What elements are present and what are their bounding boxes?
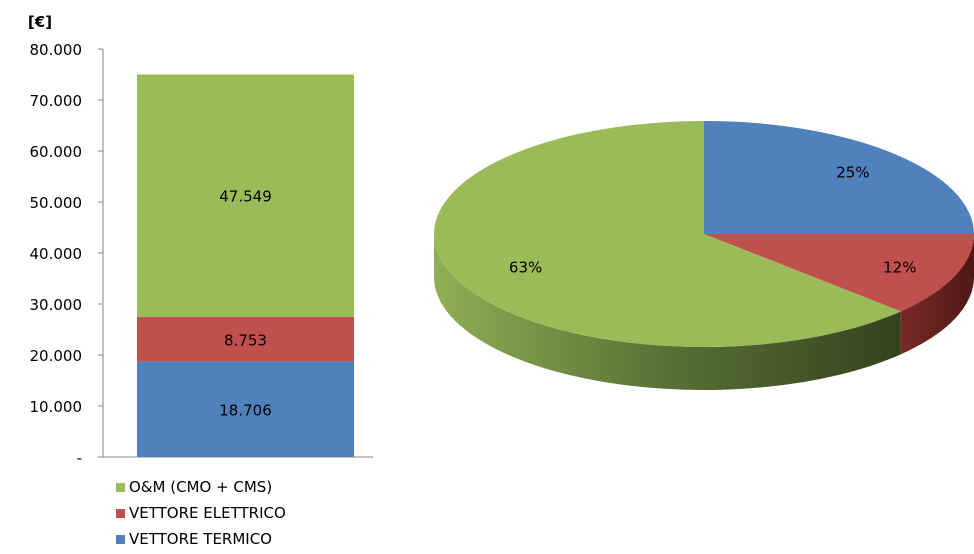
y-tick-label: 50.000 [30, 194, 83, 212]
pie-slice-side [900, 234, 974, 355]
pie-slice-side [434, 234, 901, 390]
legend-swatch [116, 534, 125, 544]
bar-data-label: 47.549 [219, 188, 272, 206]
legend-swatch [116, 508, 125, 518]
bar-data-label: 18.706 [219, 401, 272, 419]
pie-slice [433, 121, 901, 347]
bar-segment [137, 361, 354, 457]
y-unit-label: [€] [28, 13, 52, 31]
legend-swatch [116, 482, 125, 492]
y-tick-label: 20.000 [30, 347, 83, 365]
pie-data-label: 63% [509, 258, 542, 276]
legend-label: O&M (CMO + CMS) [129, 477, 273, 496]
y-tick-label: 70.000 [30, 92, 83, 110]
bar-data-label: 8.753 [224, 331, 267, 349]
legend-label: VETTORE TERMICO [129, 529, 272, 548]
pie-slice [704, 234, 974, 312]
legend-item: O&M (CMO + CMS) [116, 474, 286, 500]
stacked-bar-chart: [€] - 10.000 20.000 30.000 40.000 50.000 60.000… [28, 13, 373, 467]
bar-segment [137, 316, 354, 362]
pie-data-label: 25% [836, 164, 869, 182]
pie-slice [704, 121, 974, 234]
bar-legend: O&M (CMO + CMS) VETTORE ELETTRICO VETTORE … [116, 474, 286, 552]
legend-item: VETTORE TERMICO [116, 526, 286, 552]
pie-data-label: 12% [883, 258, 916, 276]
legend-item: VETTORE ELETTRICO [116, 500, 286, 526]
y-tick-label: 40.000 [30, 245, 83, 263]
legend-label: VETTORE ELETTRICO [129, 503, 286, 522]
bar-segment [137, 74, 354, 317]
y-tick-label: 10.000 [30, 398, 83, 416]
y-tick-label: 80.000 [30, 41, 83, 59]
pie-chart: 25% 12% 63% [433, 121, 974, 390]
y-tick-label: - [77, 449, 82, 467]
y-tick-label: 60.000 [30, 143, 83, 161]
y-tick-label: 30.000 [30, 296, 83, 314]
